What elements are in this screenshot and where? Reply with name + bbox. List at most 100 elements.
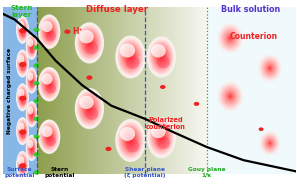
Ellipse shape	[124, 131, 137, 150]
Bar	[167, 7, 170, 174]
Ellipse shape	[41, 126, 53, 137]
Ellipse shape	[126, 139, 140, 152]
Ellipse shape	[47, 28, 51, 35]
Ellipse shape	[157, 137, 170, 149]
Ellipse shape	[261, 133, 279, 153]
Ellipse shape	[151, 43, 172, 71]
Ellipse shape	[18, 122, 24, 131]
Ellipse shape	[117, 121, 144, 160]
Ellipse shape	[29, 143, 34, 153]
Ellipse shape	[121, 43, 140, 71]
Ellipse shape	[17, 119, 28, 144]
Ellipse shape	[259, 55, 281, 81]
Ellipse shape	[158, 52, 165, 62]
Ellipse shape	[223, 88, 237, 104]
Ellipse shape	[31, 113, 32, 115]
Ellipse shape	[217, 23, 243, 53]
Ellipse shape	[18, 88, 24, 98]
Bar	[76, 7, 79, 174]
Bar	[48, 7, 51, 174]
Ellipse shape	[118, 40, 143, 74]
Ellipse shape	[42, 73, 56, 95]
Ellipse shape	[263, 135, 277, 151]
Ellipse shape	[20, 26, 24, 34]
Circle shape	[34, 100, 39, 103]
Ellipse shape	[19, 55, 26, 72]
Ellipse shape	[29, 108, 34, 121]
Ellipse shape	[17, 51, 28, 76]
Ellipse shape	[151, 125, 166, 138]
Ellipse shape	[266, 64, 274, 72]
Ellipse shape	[27, 138, 36, 158]
Ellipse shape	[263, 61, 276, 76]
Ellipse shape	[81, 97, 97, 120]
Ellipse shape	[258, 54, 282, 82]
Ellipse shape	[225, 90, 236, 103]
Ellipse shape	[19, 124, 26, 138]
Bar	[68, 7, 71, 174]
Ellipse shape	[147, 37, 175, 77]
Bar	[40, 7, 42, 174]
Ellipse shape	[218, 24, 242, 53]
Ellipse shape	[18, 88, 27, 106]
Bar	[124, 7, 128, 174]
Ellipse shape	[17, 153, 28, 177]
Ellipse shape	[44, 23, 55, 40]
Ellipse shape	[269, 142, 271, 145]
Ellipse shape	[264, 62, 276, 75]
Ellipse shape	[30, 110, 33, 118]
Ellipse shape	[148, 119, 175, 156]
Ellipse shape	[121, 44, 140, 70]
Ellipse shape	[21, 163, 23, 167]
Ellipse shape	[85, 102, 94, 115]
Bar	[82, 7, 85, 174]
Ellipse shape	[76, 90, 102, 127]
Ellipse shape	[41, 19, 58, 45]
Ellipse shape	[27, 103, 37, 125]
Bar	[139, 7, 142, 174]
Ellipse shape	[75, 22, 104, 64]
Ellipse shape	[159, 54, 164, 60]
Ellipse shape	[39, 120, 60, 153]
Ellipse shape	[26, 102, 37, 126]
Ellipse shape	[80, 96, 98, 121]
Ellipse shape	[48, 29, 51, 34]
Ellipse shape	[30, 111, 33, 118]
Ellipse shape	[31, 112, 32, 116]
Ellipse shape	[20, 58, 25, 69]
Ellipse shape	[30, 80, 35, 88]
Ellipse shape	[28, 140, 33, 148]
Ellipse shape	[263, 135, 277, 152]
Bar	[176, 7, 179, 174]
Ellipse shape	[41, 21, 53, 32]
Ellipse shape	[26, 67, 37, 94]
Ellipse shape	[219, 83, 242, 110]
Ellipse shape	[30, 147, 35, 155]
Text: Bulk solution: Bulk solution	[221, 5, 280, 14]
Ellipse shape	[17, 17, 28, 43]
Ellipse shape	[126, 134, 135, 147]
Ellipse shape	[147, 117, 176, 158]
Ellipse shape	[19, 90, 26, 105]
Ellipse shape	[20, 161, 24, 169]
Bar	[56, 7, 60, 174]
Ellipse shape	[43, 22, 55, 41]
Bar	[79, 7, 82, 174]
Ellipse shape	[219, 84, 241, 109]
Ellipse shape	[16, 118, 29, 144]
Text: Surface
potential: Surface potential	[4, 167, 35, 178]
Ellipse shape	[44, 76, 55, 93]
Ellipse shape	[46, 31, 56, 41]
Ellipse shape	[158, 53, 164, 61]
Ellipse shape	[45, 131, 53, 143]
Ellipse shape	[21, 61, 24, 66]
Ellipse shape	[21, 94, 24, 100]
Bar	[130, 7, 133, 174]
Ellipse shape	[220, 85, 240, 108]
Ellipse shape	[127, 136, 134, 145]
Ellipse shape	[31, 45, 32, 48]
Ellipse shape	[127, 135, 134, 146]
Ellipse shape	[31, 78, 32, 82]
Ellipse shape	[265, 62, 275, 74]
Ellipse shape	[20, 91, 25, 104]
